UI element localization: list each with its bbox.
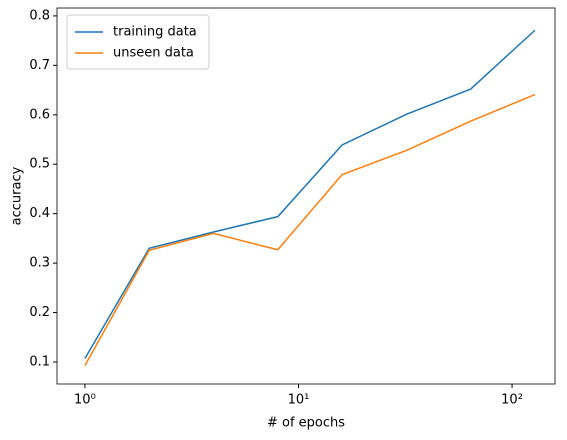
y-tick-label: 0.4 xyxy=(29,206,50,221)
x-tick-label: 10¹ xyxy=(288,393,310,408)
legend-label: unseen data xyxy=(113,46,194,61)
y-axis-label: accuracy xyxy=(10,166,25,225)
y-tick-label: 0.5 xyxy=(29,157,50,172)
legend-box xyxy=(66,14,210,70)
plot-frame xyxy=(56,7,556,385)
y-tick-label: 0.6 xyxy=(29,107,50,122)
x-axis-label: # of epochs xyxy=(267,416,345,431)
y-tick-label: 0.3 xyxy=(29,256,50,271)
y-tick-label: 0.1 xyxy=(29,354,50,369)
y-tick-label: 0.2 xyxy=(29,305,50,320)
x-tick-label: 10² xyxy=(501,393,523,408)
series-line xyxy=(84,29,536,359)
y-tick-label: 0.8 xyxy=(29,8,50,23)
series-line xyxy=(84,93,536,366)
legend-label: training data xyxy=(113,25,197,40)
x-tick-label: 10⁰ xyxy=(74,393,96,408)
y-tick-label: 0.7 xyxy=(29,58,50,73)
